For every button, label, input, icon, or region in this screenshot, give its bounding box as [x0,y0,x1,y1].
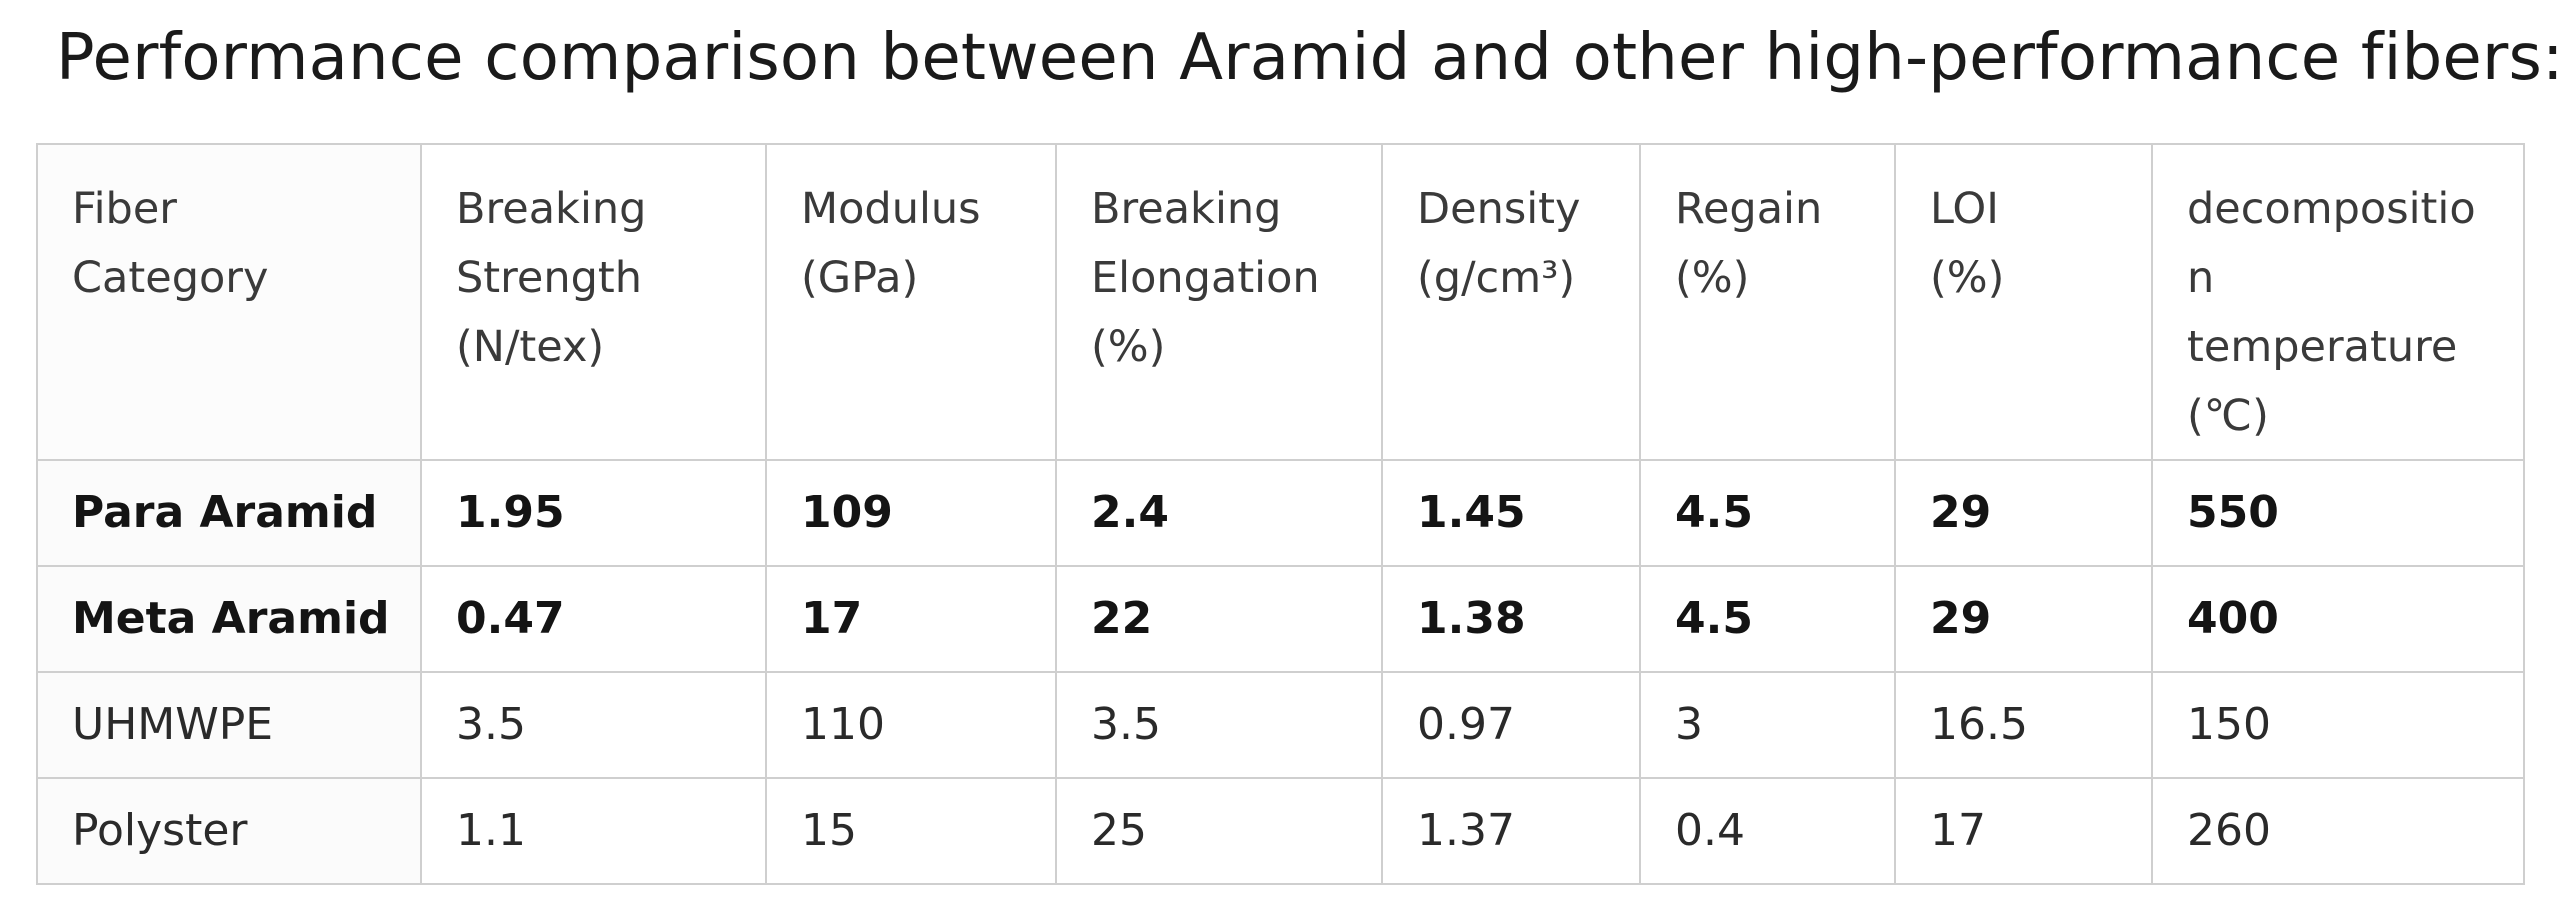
header-modulus: Modulus (GPa) [765,143,1057,461]
cell-breaking-elongation: 3.5 [1055,671,1383,779]
cell-fiber-category: Polyster [36,777,422,885]
cell-modulus: 109 [765,459,1057,567]
cell-loi: 16.5 [1894,671,2153,779]
cell-breaking-strength: 3.5 [420,671,767,779]
cell-regain: 4.5 [1639,459,1896,567]
cell-breaking-strength: 0.47 [420,565,767,673]
header-decomposition-temperature: decompositio n temperature (℃) [2151,143,2525,461]
cell-fiber-category: Meta Aramid [36,565,422,673]
cell-decomposition-temperature: 260 [2151,777,2525,885]
header-regain: Regain (%) [1639,143,1896,461]
cell-decomposition-temperature: 150 [2151,671,2525,779]
table-row-meta-aramid: Meta Aramid 0.47 17 22 1.38 4.5 29 400 [36,565,2525,673]
cell-density: 1.38 [1381,565,1641,673]
cell-decomposition-temperature: 400 [2151,565,2525,673]
cell-fiber-category: Para Aramid [36,459,422,567]
cell-loi: 29 [1894,565,2153,673]
cell-breaking-strength: 1.95 [420,459,767,567]
header-breaking-strength: Breaking Strength (N/tex) [420,143,767,461]
cell-breaking-elongation: 2.4 [1055,459,1383,567]
cell-density: 0.97 [1381,671,1641,779]
table-row-polyster: Polyster 1.1 15 25 1.37 0.4 17 260 [36,777,2525,885]
cell-loi: 29 [1894,459,2153,567]
cell-regain: 3 [1639,671,1896,779]
cell-density: 1.37 [1381,777,1641,885]
cell-loi: 17 [1894,777,2153,885]
cell-decomposition-temperature: 550 [2151,459,2525,567]
cell-fiber-category: UHMWPE [36,671,422,779]
cell-breaking-strength: 1.1 [420,777,767,885]
cell-density: 1.45 [1381,459,1641,567]
header-loi: LOI (%) [1894,143,2153,461]
header-breaking-elongation: Breaking Elongation (%) [1055,143,1383,461]
cell-modulus: 110 [765,671,1057,779]
header-fiber-category: Fiber Category [36,143,422,461]
cell-regain: 4.5 [1639,565,1896,673]
cell-regain: 0.4 [1639,777,1896,885]
page-title: Performance comparison between Aramid an… [56,21,2560,95]
cell-modulus: 17 [765,565,1057,673]
cell-breaking-elongation: 22 [1055,565,1383,673]
table-row-para-aramid: Para Aramid 1.95 109 2.4 1.45 4.5 29 550 [36,459,2525,567]
table-row-uhmwpe: UHMWPE 3.5 110 3.5 0.97 3 16.5 150 [36,671,2525,779]
cell-breaking-elongation: 25 [1055,777,1383,885]
header-density: Density (g/cm³) [1381,143,1641,461]
table-header-row: Fiber Category Breaking Strength (N/tex)… [36,143,2525,461]
cell-modulus: 15 [765,777,1057,885]
fiber-comparison-table: Fiber Category Breaking Strength (N/tex)… [36,143,2525,885]
